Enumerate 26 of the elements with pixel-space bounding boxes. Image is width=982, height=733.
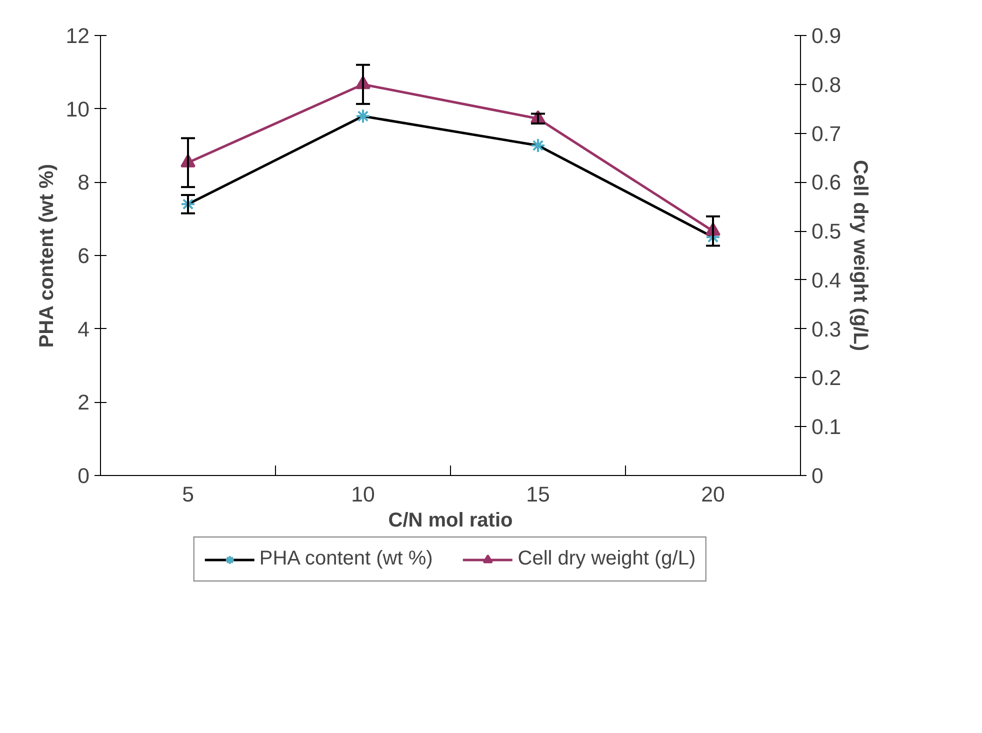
legend-label: PHA content (wt %) — [259, 548, 433, 570]
y2-tick-label: 0.5 — [812, 220, 842, 244]
y2-tick-label: 0.4 — [812, 268, 842, 292]
x-tick-label: 15 — [526, 482, 550, 506]
y-tick-label: 10 — [66, 97, 90, 122]
y2-axis-title: Cell dry weight (g/L) — [849, 160, 872, 352]
y-tick-label: 2 — [78, 390, 90, 415]
y2-tick-label: 0.7 — [812, 122, 842, 146]
y-tick-label: 4 — [78, 317, 90, 342]
y-axis-title: PHA content (wt %) — [36, 164, 58, 348]
y-tick-label: 12 — [66, 24, 90, 48]
y-tick-label: 6 — [78, 244, 90, 268]
x-tick-label: 5 — [182, 482, 194, 506]
y2-tick-label: 0.6 — [812, 170, 842, 195]
y2-tick-label: 0.9 — [812, 24, 842, 48]
x-axis-title: C/N mol ratio — [388, 510, 513, 532]
y2-tick-label: 0 — [812, 464, 824, 488]
y2-tick-label: 0.1 — [812, 415, 842, 440]
y-tick-label: 0 — [78, 464, 90, 488]
y2-tick-label: 0.2 — [812, 366, 842, 390]
y2-tick-label: 0.3 — [812, 317, 842, 342]
y-tick-label: 8 — [78, 170, 90, 195]
x-tick-label: 20 — [701, 482, 725, 506]
x-tick-label: 10 — [351, 482, 375, 506]
legend-label: Cell dry weight (g/L) — [518, 548, 696, 570]
y2-tick-label: 0.8 — [812, 72, 842, 97]
